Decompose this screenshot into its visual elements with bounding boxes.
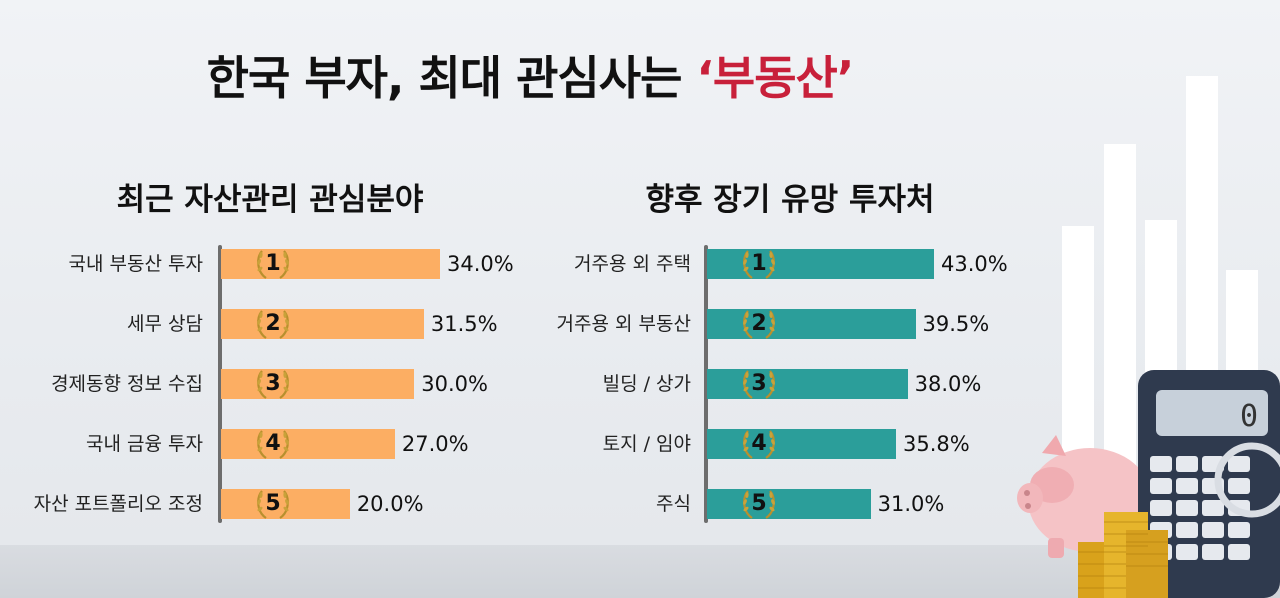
rank-laurel-icon: 3: [253, 364, 293, 404]
value-label: 31.5%: [430, 312, 498, 336]
bar: [707, 429, 896, 459]
background-floor: [0, 545, 1280, 598]
rank-laurel-icon: 2: [739, 304, 779, 344]
rank-laurel-icon: 1: [253, 244, 293, 284]
value-label: 38.0%: [914, 372, 982, 396]
calculator-icon: 0: [1138, 370, 1280, 598]
value-label: 30.0%: [421, 372, 488, 396]
title-highlight: ‘부동산’: [696, 51, 854, 105]
category-label: 세무 상담: [127, 313, 203, 335]
value-label: 43.0%: [941, 252, 1008, 276]
category-label: 토지 / 임야: [602, 433, 691, 455]
rank-number: 5: [751, 491, 767, 516]
bar: [221, 309, 424, 339]
bar: [221, 369, 415, 399]
value-label: 20.0%: [356, 492, 424, 516]
bar: [707, 309, 916, 339]
value-label: 39.5%: [922, 312, 990, 336]
category-label: 빌딩 / 상가: [602, 373, 691, 395]
rank-laurel-icon: 4: [739, 424, 779, 464]
rank-number: 3: [751, 371, 767, 396]
category-label: 경제동향 정보 수집: [51, 373, 203, 395]
bar: [707, 369, 908, 399]
axis-line: [704, 245, 708, 523]
category-label: 거주용 외 주택: [574, 253, 691, 275]
category-label: 거주용 외 부동산: [556, 313, 691, 335]
title-main: 한국 부자, 최대 관심사는: [206, 51, 697, 105]
rank-number: 1: [265, 251, 281, 276]
chart-recent-interest: 최근 자산관리 관심분야 국내 부동산 투자 1 34.0% 세무 상담 2 31.5% 경…: [0, 0, 540, 598]
rank-number: 1: [751, 251, 767, 276]
value-label: 31.0%: [877, 492, 945, 516]
calculator-display: 0: [1240, 399, 1258, 434]
coin-stack-icon: [1078, 512, 1168, 598]
rank-number: 4: [265, 431, 281, 456]
category-label: 주식: [656, 493, 691, 515]
category-label: 자산 포트폴리오 조정: [33, 493, 203, 515]
chart-long-term-investment: 향후 장기 유망 투자처 거주용 외 주택 1 43.0% 거주용 외 부동산 2 39.…: [520, 0, 1060, 598]
rank-number: 5: [265, 491, 281, 516]
page-title: 한국 부자, 최대 관심사는 ‘부동산’: [0, 42, 1060, 108]
rank-laurel-icon: 5: [253, 484, 293, 524]
rank-laurel-icon: 5: [739, 484, 779, 524]
finance-illustration: 0: [1000, 60, 1280, 598]
category-label: 국내 금융 투자: [86, 433, 203, 455]
rank-number: 4: [751, 431, 767, 456]
rank-laurel-icon: 2: [253, 304, 293, 344]
rank-laurel-icon: 1: [739, 244, 779, 284]
value-label: 27.0%: [401, 432, 469, 456]
chart-title: 최근 자산관리 관심분야: [116, 182, 424, 218]
value-label: 35.8%: [902, 432, 970, 456]
rank-laurel-icon: 3: [739, 364, 779, 404]
illustration-svg: 0: [1017, 76, 1280, 598]
bar: [707, 489, 871, 519]
bar: [221, 429, 395, 459]
rank-number: 2: [751, 311, 767, 336]
rank-number: 2: [265, 311, 281, 336]
chart-title: 향후 장기 유망 투자처: [645, 182, 935, 218]
category-label: 국내 부동산 투자: [68, 253, 203, 275]
rank-laurel-icon: 4: [253, 424, 293, 464]
value-label: 34.0%: [447, 252, 514, 276]
axis-line: [218, 245, 222, 523]
rank-number: 3: [265, 371, 281, 396]
